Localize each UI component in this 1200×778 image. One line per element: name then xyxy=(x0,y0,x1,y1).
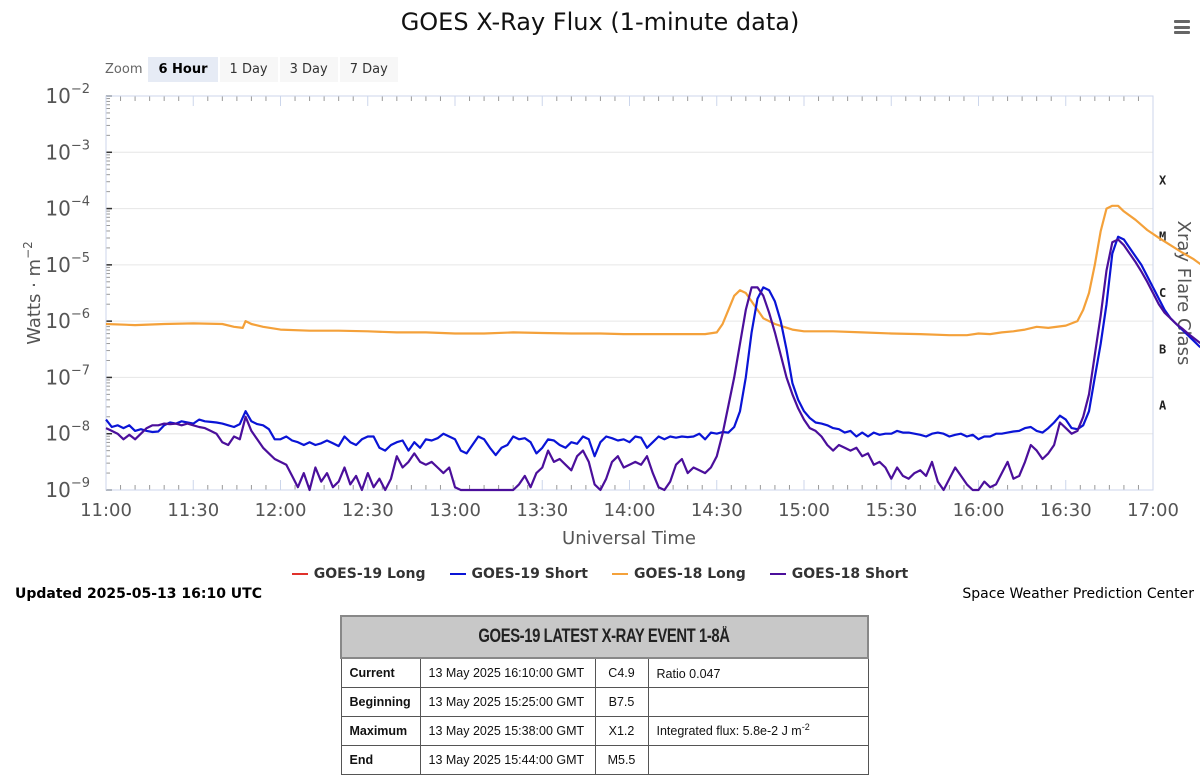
legend-swatch-icon xyxy=(449,573,466,575)
row-note: Integrated flux: 5.8e-2 J m-2 xyxy=(647,715,869,746)
y2-axis-title: Xray Flare Class xyxy=(1173,221,1194,366)
row-class: C4.9 xyxy=(594,657,649,688)
updated-timestamp: Updated 2025-05-13 16:10 UTC xyxy=(15,586,262,602)
legend-goes19-long[interactable]: GOES-19 Long xyxy=(291,566,426,582)
row-class: M5.5 xyxy=(594,744,649,775)
row-time: 13 May 2025 15:38:00 GMT xyxy=(419,715,596,746)
table-row-beginning: Beginning 13 May 2025 15:25:00 GMT B7.5 xyxy=(340,686,869,717)
legend-label: GOES-19 Long xyxy=(313,566,426,582)
data-series xyxy=(105,204,1200,492)
svg-text:14:00: 14:00 xyxy=(604,500,656,521)
svg-text:17:00: 17:00 xyxy=(1127,500,1179,521)
svg-text:15:00: 15:00 xyxy=(778,500,830,521)
svg-text:11:30: 11:30 xyxy=(167,500,219,521)
row-label: Beginning xyxy=(340,686,421,717)
legend-swatch-icon xyxy=(612,573,628,575)
svg-text:15:30: 15:30 xyxy=(865,500,917,521)
svg-text:C: C xyxy=(1159,286,1166,300)
svg-text:16:00: 16:00 xyxy=(953,500,1005,521)
svg-text:10−9: 10−9 xyxy=(45,476,90,502)
svg-text:B: B xyxy=(1159,342,1166,356)
gridlines xyxy=(106,95,1153,491)
zoom-6-hour-button[interactable]: 6 Hour xyxy=(148,57,218,82)
row-note xyxy=(647,744,869,775)
y-axis-labels: 10−2 10−3 10−4 10−5 10−6 10−7 10−8 10−9 xyxy=(45,82,90,502)
svg-text:10−7: 10−7 xyxy=(45,363,90,389)
row-label: Current xyxy=(340,657,421,688)
svg-text:12:30: 12:30 xyxy=(342,500,394,521)
svg-text:10−8: 10−8 xyxy=(45,420,90,446)
svg-text:13:00: 13:00 xyxy=(429,500,481,521)
series-line-goes-18-long xyxy=(105,204,1200,337)
svg-text:16:30: 16:30 xyxy=(1040,500,1092,521)
table-row-current: Current 13 May 2025 16:10:00 GMT C4.9 Ra… xyxy=(340,657,869,688)
y-axis-title: Watts · m−2 xyxy=(21,241,45,345)
row-class: X1.2 xyxy=(594,715,649,746)
svg-text:A: A xyxy=(1159,399,1167,413)
row-time: 13 May 2025 16:10:00 GMT xyxy=(419,657,596,688)
y-minor-ticks xyxy=(105,95,1154,491)
svg-text:10−3: 10−3 xyxy=(45,138,90,164)
zoom-label: Zoom xyxy=(105,62,143,77)
series-line-goes-18-short xyxy=(105,238,1200,492)
plot-area-border xyxy=(105,95,1154,491)
row-time: 13 May 2025 15:25:00 GMT xyxy=(419,686,596,717)
legend-swatch-icon xyxy=(769,573,786,575)
svg-text:M: M xyxy=(1159,230,1166,244)
xray-flux-chart[interactable]: 10−210−310−410−510−610−710−810−9 11:00 11… xyxy=(0,0,1200,560)
svg-text:14:30: 14:30 xyxy=(691,500,743,521)
table-row-maximum: Maximum 13 May 2025 15:38:00 GMT X1.2 In… xyxy=(340,715,869,746)
svg-text:13:30: 13:30 xyxy=(516,500,568,521)
chart-legend: GOES-19 Long GOES-19 Short GOES-18 Long … xyxy=(0,566,1200,582)
row-label: Maximum xyxy=(340,715,421,746)
row-note xyxy=(647,686,869,717)
svg-text:10−4: 10−4 xyxy=(45,195,90,221)
svg-text:12:00: 12:00 xyxy=(255,500,307,521)
svg-text:10−6: 10−6 xyxy=(45,307,90,333)
svg-text:11:00: 11:00 xyxy=(80,500,132,521)
zoom-range-selector: Zoom 6 Hour 1 Day 3 Day 7 Day xyxy=(105,57,400,82)
svg-text:10−5: 10−5 xyxy=(45,251,90,277)
flare-class-labels: X M C B A xyxy=(1159,173,1167,412)
legend-goes18-short[interactable]: GOES-18 Short xyxy=(769,566,909,582)
x-axis-title: Universal Time xyxy=(562,528,696,549)
svg-text:10−2: 10−2 xyxy=(45,82,90,108)
legend-swatch-icon xyxy=(291,573,308,575)
table-row-end: End 13 May 2025 15:44:00 GMT M5.5 xyxy=(340,744,869,775)
legend-label: GOES-18 Long xyxy=(634,566,746,582)
event-table-title: GOES-19 LATEST X-RAY EVENT 1-8Å xyxy=(340,615,869,659)
row-time: 13 May 2025 15:44:00 GMT xyxy=(419,744,596,775)
latest-xray-event-table: GOES-19 LATEST X-RAY EVENT 1-8Å Current … xyxy=(340,615,869,775)
legend-label: GOES-19 Short xyxy=(471,566,588,582)
row-label: End xyxy=(340,744,421,775)
hamburger-menu-icon[interactable] xyxy=(1174,20,1190,34)
legend-goes19-short[interactable]: GOES-19 Short xyxy=(449,566,588,582)
row-class: B7.5 xyxy=(594,686,649,717)
series-line-goes-19-short xyxy=(105,235,1200,458)
chart-title: GOES X-Ray Flux (1-minute data) xyxy=(400,8,800,36)
legend-label: GOES-18 Short xyxy=(791,566,909,582)
row-note: Ratio 0.047 xyxy=(647,657,869,688)
legend-goes18-long[interactable]: GOES-18 Long xyxy=(612,566,746,582)
svg-text:X: X xyxy=(1159,173,1167,187)
x-axis-labels: 11:00 11:30 12:00 12:30 13:00 13:30 14:00 14:30… xyxy=(80,500,1179,521)
zoom-3-day-button[interactable]: 3 Day xyxy=(279,57,338,82)
zoom-1-day-button[interactable]: 1 Day xyxy=(219,57,278,82)
zoom-7-day-button[interactable]: 7 Day xyxy=(339,57,398,82)
credits-link[interactable]: Space Weather Prediction Center xyxy=(962,586,1194,602)
